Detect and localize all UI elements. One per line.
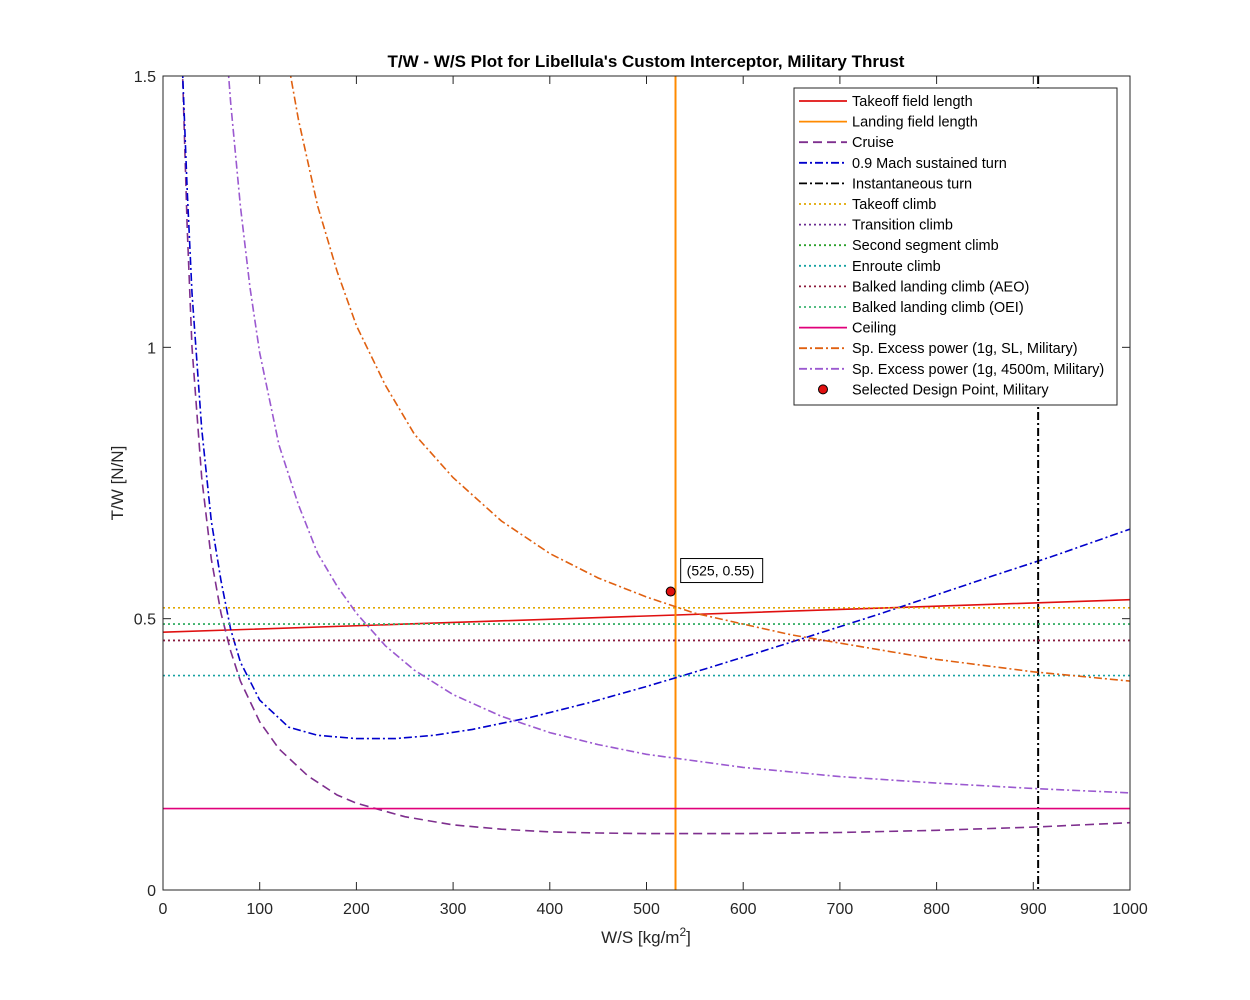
legend-label: Ceiling	[852, 321, 896, 337]
x-axis-label-main: W/S [kg/m	[601, 928, 679, 947]
series-sp-excess-power-1g-4500m-military	[227, 76, 1130, 794]
design-point-marker	[665, 586, 676, 597]
legend-label: Sp. Excess power (1g, SL, Military)	[852, 341, 1078, 357]
legend: Takeoff field length Landing field length…	[793, 87, 1118, 406]
x-tick-label: 900	[1020, 901, 1047, 918]
y-tick-label: 0.5	[134, 612, 156, 629]
legend-label: Second segment climb	[852, 238, 999, 254]
legend-box	[793, 87, 1118, 406]
x-axis-label: W/S [kg/m2]	[601, 925, 691, 947]
x-tick-label: 200	[343, 901, 370, 918]
legend-label: Balked landing climb (OEI)	[852, 300, 1024, 316]
axes-layer: 0 100 200 300 400 500 600 700 800 900 1000 0 0.5 1 1.5	[134, 69, 1148, 918]
x-axis-label-suffix: ]	[686, 928, 691, 947]
legend-label: Transition climb	[852, 218, 953, 234]
legend-label: Takeoff climb	[852, 197, 936, 213]
x-tick-label: 300	[440, 901, 467, 918]
legend-label: Instantaneous turn	[852, 176, 972, 192]
legend-label: Balked landing climb (AEO)	[852, 279, 1029, 295]
x-tick-label: 500	[633, 901, 660, 918]
legend-swatch	[818, 384, 828, 395]
x-tick-label: 600	[730, 901, 757, 918]
x-axis-label-sup: 2	[679, 925, 686, 939]
x-tick-label: 1000	[1112, 901, 1148, 918]
legend-label: 0.9 Mach sustained turn	[852, 156, 1007, 172]
series-sp-excess-power-1g-sl-military	[289, 76, 1130, 682]
legend-label: Enroute climb	[852, 259, 941, 275]
x-tick-label: 700	[827, 901, 854, 918]
x-tick-label: 800	[923, 901, 950, 918]
x-tick-label: 100	[246, 901, 273, 918]
y-tick-label: 1	[147, 340, 156, 357]
design-point-datatip-box	[680, 558, 764, 584]
design-point-datatip-label: (525, 0.55)	[687, 563, 755, 579]
y-tick-label: 0	[147, 883, 156, 900]
legend-label: Selected Design Point, Military	[852, 382, 1049, 398]
series-takeoff-field-length	[163, 598, 1130, 633]
annotation-layer: (525, 0.55)	[665, 558, 764, 597]
x-tick-label: 0	[159, 901, 168, 918]
legend-label: Sp. Excess power (1g, 4500m, Military)	[852, 362, 1104, 378]
series-0-9-mach-sustained-turn	[181, 76, 1130, 740]
legend-label: Landing field length	[852, 115, 978, 131]
series-cruise	[181, 76, 1130, 835]
series-layer	[163, 76, 1130, 890]
x-tick-label: 400	[536, 901, 563, 918]
y-axis-label: T/W [N/N]	[108, 446, 127, 521]
legend-label: Takeoff field length	[852, 94, 973, 110]
legend-label: Cruise	[852, 135, 894, 151]
y-tick-label: 1.5	[134, 69, 156, 86]
chart-title: T/W - W/S Plot for Libellula's Custom In…	[388, 52, 905, 71]
